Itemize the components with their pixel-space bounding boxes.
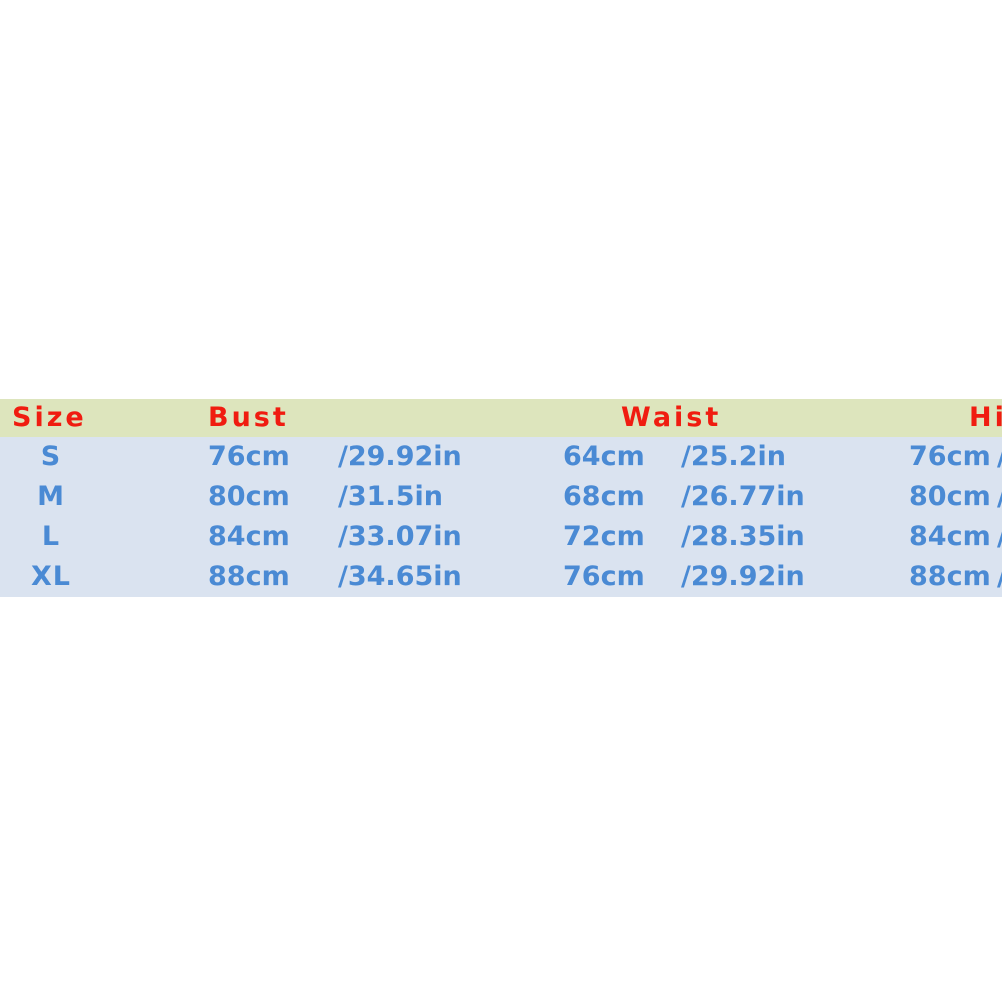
waist-in-value: /26.77in [681,481,805,512]
size-chart-header: Size Bust Waist Hip [0,399,1002,437]
cell-hip: 84cm/33.07in [901,517,1002,557]
cell-bust: 76cm/29.92in [202,437,558,477]
cell-size: S [0,437,202,477]
bust-in-value: /34.65in [338,561,462,592]
bust-in-value: /29.92in [338,441,462,472]
bust-in-value: /31.5in [338,481,443,512]
hip-cm-value: 80cm [909,481,991,512]
waist-cm-value: 76cm [563,561,645,592]
cell-waist: 76cm/29.92in [558,557,901,597]
table-row: M 80cm/31.5in 68cm/26.77in 80cm/31.5in [0,477,1002,517]
column-header-waist: Waist [558,399,901,437]
cell-bust: 80cm/31.5in [202,477,558,517]
hip-in-value: /33.07in [997,517,1002,557]
table-row: S 76cm/29.92in 64cm/25.2in 76cm/29.92in [0,437,1002,477]
waist-in-value: /25.2in [681,441,786,472]
column-header-hip: Hip [901,399,1002,437]
hip-in-value: /34.65in [997,557,1002,597]
waist-cm-value: 68cm [563,481,645,512]
hip-in-value: /31.5in [997,477,1002,517]
hip-cm-value: 84cm [909,521,991,552]
header-row: Size Bust Waist Hip [0,399,1002,437]
waist-in-value: /28.35in [681,521,805,552]
waist-cm-value: 64cm [563,441,645,472]
bust-in-value: /33.07in [338,521,462,552]
cell-size: M [0,477,202,517]
size-chart-body: S 76cm/29.92in 64cm/25.2in 76cm/29.92in … [0,437,1002,597]
cell-bust: 88cm/34.65in [202,557,558,597]
cell-waist: 64cm/25.2in [558,437,901,477]
waist-in-value: /29.92in [681,561,805,592]
cell-size: L [0,517,202,557]
column-header-size: Size [0,399,202,437]
size-chart-container: Size Bust Waist Hip S 76cm/29.92in 64cm/… [0,399,1002,597]
cell-waist: 72cm/28.35in [558,517,901,557]
column-header-bust: Bust [202,399,558,437]
table-row: L 84cm/33.07in 72cm/28.35in 84cm/33.07in [0,517,1002,557]
waist-cm-value: 72cm [563,521,645,552]
cell-hip: 76cm/29.92in [901,437,1002,477]
cell-bust: 84cm/33.07in [202,517,558,557]
hip-cm-value: 76cm [909,441,991,472]
cell-size: XL [0,557,202,597]
bust-cm-value: 88cm [208,561,290,592]
table-row: XL 88cm/34.65in 76cm/29.92in 88cm/34.65i… [0,557,1002,597]
cell-waist: 68cm/26.77in [558,477,901,517]
bust-cm-value: 84cm [208,521,290,552]
size-chart-table: Size Bust Waist Hip S 76cm/29.92in 64cm/… [0,399,1002,597]
cell-hip: 88cm/34.65in [901,557,1002,597]
bust-cm-value: 76cm [208,441,290,472]
cell-hip: 80cm/31.5in [901,477,1002,517]
hip-in-value: /29.92in [997,437,1002,477]
bust-cm-value: 80cm [208,481,290,512]
hip-cm-value: 88cm [909,561,991,592]
